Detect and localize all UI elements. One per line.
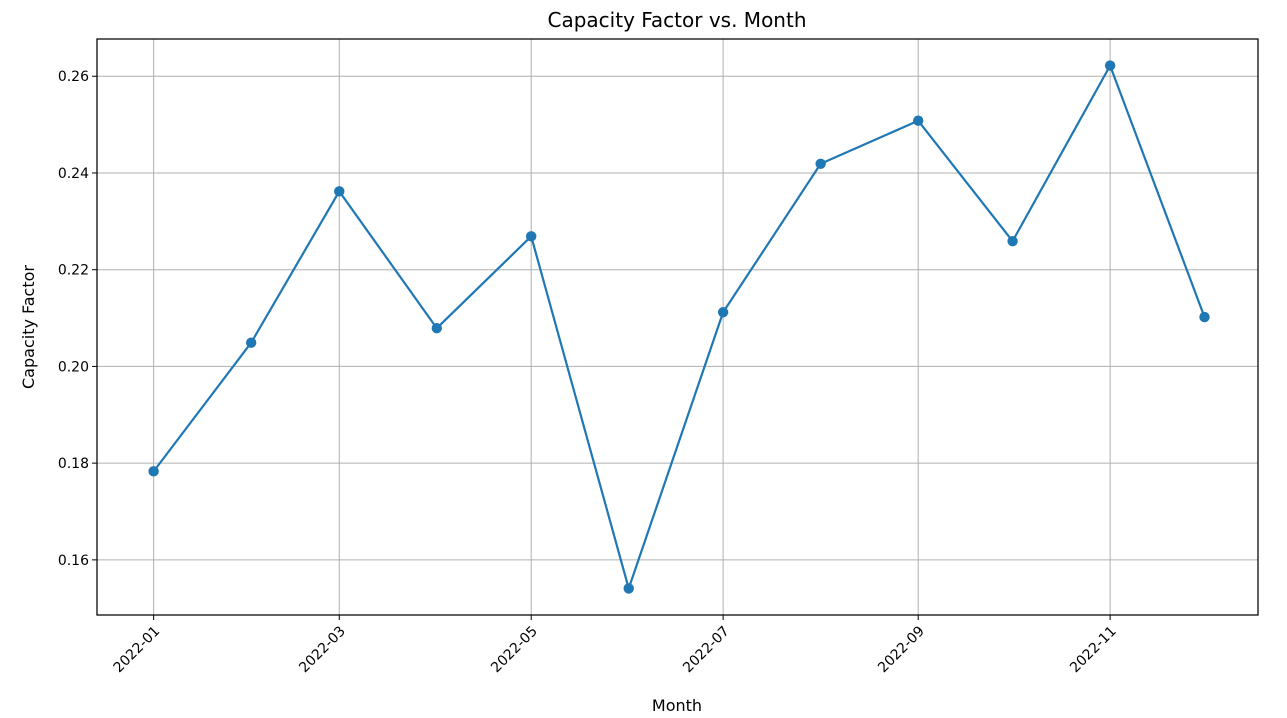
- data-point: [148, 466, 159, 477]
- chart-title: Capacity Factor vs. Month: [548, 8, 807, 32]
- y-tick-label: 0.18: [58, 456, 89, 472]
- y-tick-label: 0.26: [58, 69, 89, 85]
- data-point: [334, 186, 345, 197]
- data-point: [913, 115, 924, 126]
- data-point: [623, 583, 634, 594]
- y-tick-label: 0.20: [58, 359, 89, 375]
- data-point: [431, 323, 442, 334]
- y-axis-label: Capacity Factor: [19, 265, 38, 389]
- data-point: [717, 307, 729, 318]
- data-point: [245, 337, 257, 348]
- plot-frame: [96, 38, 1259, 616]
- series-line: [152, 64, 1206, 590]
- y-tick-label: 0.24: [58, 166, 89, 182]
- data-point: [526, 231, 537, 242]
- y-tick-label: 0.16: [58, 553, 89, 569]
- data-point: [1104, 60, 1116, 71]
- y-tick-label: 0.22: [58, 263, 89, 279]
- series-layer: [148, 60, 1210, 594]
- data-point: [815, 158, 826, 169]
- data-point: [1007, 235, 1018, 247]
- x-axis-label: Month: [652, 696, 702, 715]
- data-point: [1199, 311, 1210, 323]
- grid-lines: [97, 39, 1258, 615]
